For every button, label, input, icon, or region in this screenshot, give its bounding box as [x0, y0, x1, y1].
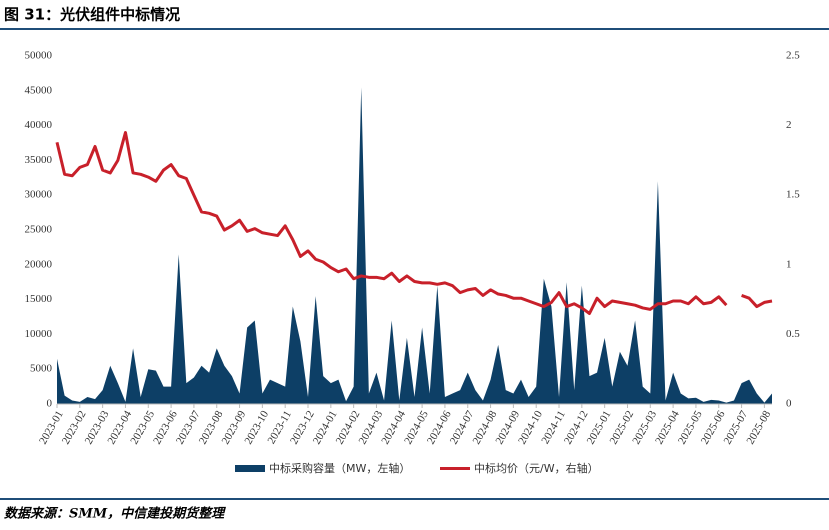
legend-swatch — [235, 465, 265, 472]
y-tick-label: 0 — [47, 398, 53, 410]
y-tick-label: 20000 — [25, 258, 53, 270]
y-tick-label: 50000 — [25, 50, 53, 62]
y2-tick-label: 2.5 — [786, 50, 800, 62]
y-tick-label: 25000 — [25, 224, 53, 236]
y-tick-label: 5000 — [30, 363, 53, 375]
line — [55, 131, 773, 316]
y2-tick-label: 1.5 — [786, 189, 800, 201]
source: 数据来源：SMM，中信建投期货整理 — [4, 506, 226, 522]
y-tick-label: 10000 — [25, 328, 53, 340]
y2-tick-label: 1 — [786, 258, 792, 270]
y2-tick-label: 0 — [786, 398, 792, 410]
y-tick-label: 30000 — [25, 189, 53, 201]
chart-title: 图 31：光伏组件中标情况 — [4, 6, 180, 24]
legend-label: 中标均价（元/W，右轴） — [474, 461, 599, 475]
y-tick-label: 40000 — [25, 119, 53, 131]
y-tick-label: 45000 — [25, 84, 53, 96]
y2-tick-label: 2 — [786, 119, 792, 131]
y2-tick-label: 0.5 — [786, 328, 800, 340]
y-tick-label: 15000 — [25, 293, 53, 305]
y-tick-label: 35000 — [25, 154, 53, 166]
area — [57, 87, 772, 404]
legend-label: 中标采购容量（MW，左轴） — [269, 461, 410, 475]
